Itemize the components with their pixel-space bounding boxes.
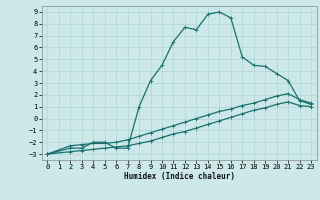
- X-axis label: Humidex (Indice chaleur): Humidex (Indice chaleur): [124, 172, 235, 181]
